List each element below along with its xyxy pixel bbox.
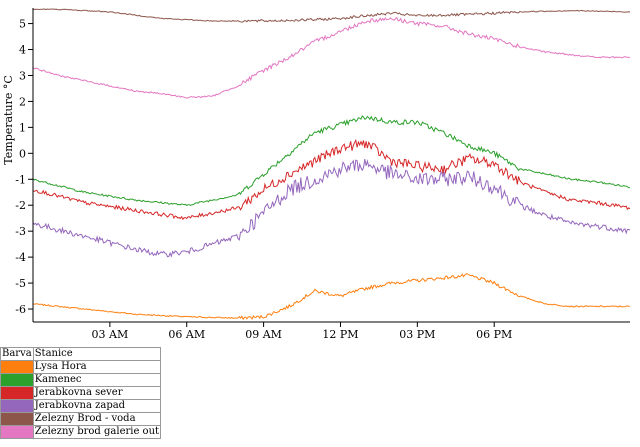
legend-station-name: Zelezny brod galerie out: [32, 425, 162, 439]
y-tick-label: 3: [19, 69, 26, 82]
y-tick-label: -1: [15, 173, 26, 186]
legend-row: Jerabkovna zapad: [0, 399, 162, 413]
series-line-3: [32, 138, 631, 221]
legend-swatch: [0, 386, 34, 400]
legend-station-name: Jerabkovna zapad: [32, 399, 162, 413]
temperature-chart: -6 -5 -4 -3 -2 -1 0 1 2 3 4 5 03 AM 06 AM 09 AM 12 PM 03…: [2, 8, 631, 341]
legend-swatch: [0, 399, 34, 413]
legend-station-name: Kamenec: [32, 373, 162, 387]
legend-station-name: Jerabkovna sever: [32, 386, 162, 400]
series-layer: [32, 8, 631, 321]
legend-header-color: Barva: [0, 347, 34, 361]
x-tick-label: 06 PM: [476, 328, 512, 341]
series-line-6: [32, 16, 631, 99]
legend-row: Kamenec: [0, 373, 162, 387]
y-tick-label: 2: [19, 95, 26, 108]
legend-swatch: [0, 425, 34, 439]
legend-row: Zelezny Brod - voda: [0, 412, 162, 426]
x-tick-label: 06 AM: [168, 328, 205, 341]
legend-station-name: Lysa Hora: [32, 360, 162, 374]
y-tick-label: 5: [19, 18, 26, 31]
axes: -6 -5 -4 -3 -2 -1 0 1 2 3 4 5 03 AM 06 AM 09 AM 12 PM 03…: [15, 8, 630, 341]
series-line-1: [32, 273, 631, 321]
y-tick-label: 0: [19, 147, 26, 160]
y-tick-label: 1: [19, 121, 26, 134]
x-tick-label: 09 AM: [245, 328, 282, 341]
y-tick-label: -2: [15, 199, 26, 212]
legend-row: Jerabkovna sever: [0, 386, 162, 400]
x-tick-label: 03 AM: [92, 328, 129, 341]
legend-swatch: [0, 373, 34, 387]
legend-header-row: Barva Stanice: [0, 347, 162, 361]
x-tick-label: 03 PM: [399, 328, 435, 341]
series-line-5: [32, 8, 631, 23]
legend-row: Lysa Hora: [0, 360, 162, 374]
legend-swatch: [0, 360, 34, 374]
legend-body: Lysa Hora Kamenec Jerabkovna sever Jerabkov…: [0, 360, 162, 439]
legend-station-name: Zelezny Brod - voda: [32, 412, 162, 426]
y-tick-label: -3: [15, 225, 26, 238]
y-tick-label: 4: [19, 44, 26, 57]
series-line-4: [32, 159, 631, 258]
x-tick-label: 12 PM: [322, 328, 358, 341]
legend-header-station: Stanice: [32, 347, 162, 361]
y-tick-label: -5: [15, 277, 26, 290]
y-axis-label: Temperature °C: [2, 75, 15, 164]
legend-table: Barva Stanice Lysa Hora Kamenec Jerabkovna…: [0, 347, 162, 439]
y-tick-label: -4: [15, 251, 26, 264]
series-line-2: [32, 115, 631, 207]
legend-row: Zelezny brod galerie out: [0, 425, 162, 439]
legend-swatch: [0, 412, 34, 426]
y-tick-label: -6: [15, 303, 26, 316]
